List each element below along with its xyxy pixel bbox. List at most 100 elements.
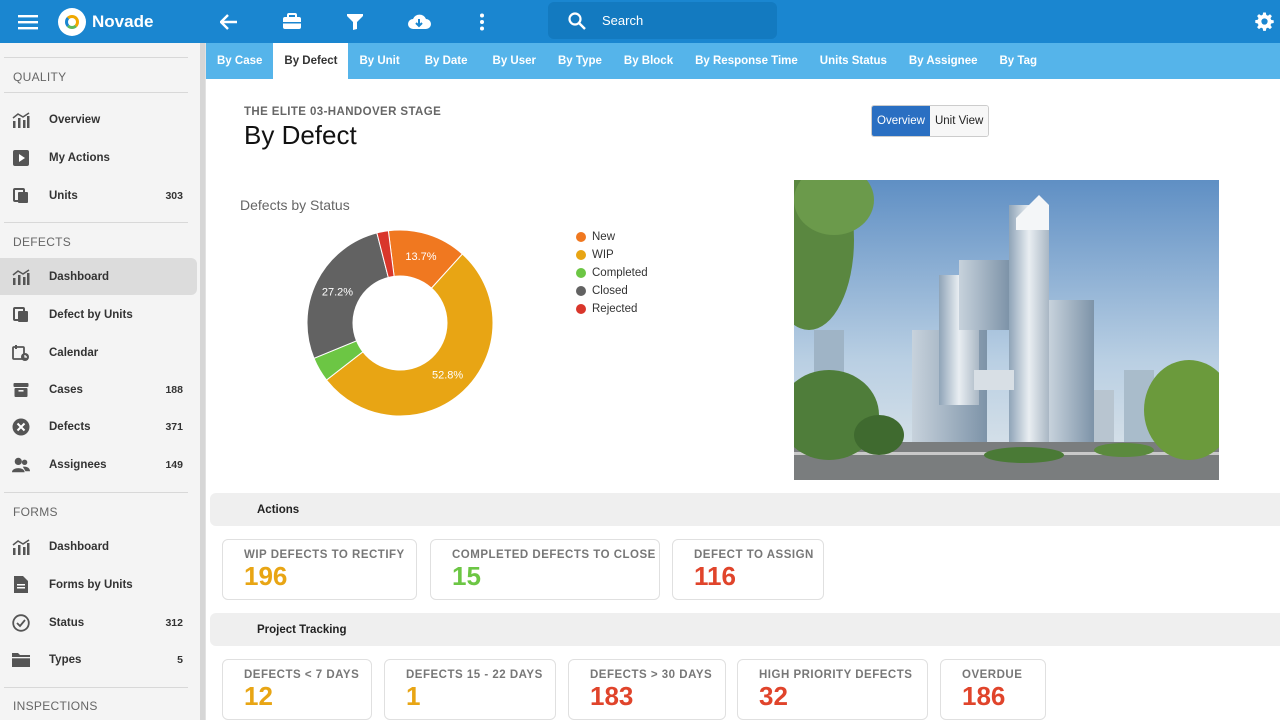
search-input[interactable] <box>602 13 752 28</box>
legend-label: Completed <box>592 267 648 279</box>
sidebar-item-types[interactable]: Types 5 <box>0 641 197 678</box>
menu-icon[interactable] <box>10 0 46 43</box>
tab-by-assignee[interactable]: By Assignee <box>908 55 978 67</box>
search-box[interactable] <box>548 2 777 39</box>
tab-by-date[interactable]: By Date <box>424 55 468 67</box>
sidebar-item-label: Status <box>49 616 85 629</box>
sidebar-item-defects-dashboard[interactable]: Dashboard <box>0 258 197 295</box>
sidebar-item-my-actions[interactable]: My Actions <box>0 139 197 176</box>
sidebar-item-label: Dashboard <box>49 540 110 553</box>
donut-slice-label: 52.8% <box>432 369 463 381</box>
tab-by-block[interactable]: By Block <box>623 55 674 67</box>
donut-slice-rejected[interactable] <box>376 230 395 279</box>
defects-over-30-days-card[interactable]: DEFECTS > 30 DAYS 183 <box>568 659 726 720</box>
divider <box>4 492 188 493</box>
donut-slice-closed[interactable] <box>306 232 389 359</box>
filter-icon[interactable] <box>340 0 370 43</box>
overdue-card[interactable]: OVERDUE 186 <box>940 659 1046 720</box>
sidebar-item-cases[interactable]: Cases 188 <box>0 371 197 408</box>
section-title-quality: QUALITY <box>13 70 67 84</box>
tab-by-unit[interactable]: By Unit <box>359 55 400 67</box>
app-name: Novade <box>92 11 154 31</box>
tab-by-response-time[interactable]: By Response Time <box>695 55 798 67</box>
legend-item-completed[interactable]: Completed <box>576 264 648 282</box>
sidebar-item-label: Types <box>49 653 82 666</box>
novade-logo-icon <box>58 7 86 36</box>
sidebar: QUALITY Overview My Actions Units 303 DE… <box>0 43 206 720</box>
tab-by-defect[interactable]: By Defect <box>273 43 349 79</box>
sidebar-item-defects[interactable]: Defects 371 <box>0 408 197 445</box>
legend-label: New <box>592 231 616 243</box>
sidebar-item-count: 303 <box>165 189 183 202</box>
donut-slice-label: 27.2% <box>322 287 353 299</box>
sidebar-item-units[interactable]: Units 303 <box>0 177 197 214</box>
card-value: 1 <box>406 681 421 711</box>
card-value: 196 <box>244 561 288 591</box>
card-value: 186 <box>962 681 1006 711</box>
tab-by-case[interactable]: By Case <box>217 55 263 67</box>
defects-15-22-days-card[interactable]: DEFECTS 15 - 22 DAYS 1 <box>384 659 556 720</box>
card-label: DEFECT TO ASSIGN <box>694 549 814 561</box>
legend-color-dot <box>576 232 586 242</box>
sidebar-item-calendar[interactable]: Calendar <box>0 334 197 371</box>
tab-units-status[interactable]: Units Status <box>819 55 887 67</box>
project-breadcrumb: THE ELITE 03-HANDOVER STAGE <box>244 106 442 118</box>
sidebar-item-count: 149 <box>165 458 183 471</box>
section-title-inspections: INSPECTIONS <box>13 699 98 713</box>
top-bar: Novade <box>0 0 1280 43</box>
donut-slice-wip[interactable] <box>325 253 494 417</box>
legend-item-wip[interactable]: WIP <box>576 246 648 264</box>
project-tracking-section-header: Project Tracking <box>210 613 1280 646</box>
unit-view-toggle-button[interactable]: Unit View <box>929 106 989 136</box>
sidebar-item-status[interactable]: Status 312 <box>0 604 197 641</box>
briefcase-icon[interactable] <box>277 0 307 43</box>
section-title: Project Tracking <box>257 623 347 636</box>
sidebar-item-forms-dashboard[interactable]: Dashboard <box>0 528 197 565</box>
actions-section-header: Actions <box>210 493 1280 526</box>
close-circle-icon <box>12 418 30 436</box>
copy-icon <box>12 306 30 324</box>
legend-item-new[interactable]: New <box>576 228 648 246</box>
defect-to-assign-card[interactable]: DEFECT TO ASSIGN 116 <box>672 539 824 600</box>
divider <box>4 687 188 688</box>
card-value: 183 <box>590 681 634 711</box>
legend-color-dot <box>576 304 586 314</box>
cloud-download-icon[interactable] <box>404 0 434 43</box>
app-logo[interactable]: Novade <box>58 0 188 43</box>
divider <box>4 222 188 223</box>
sidebar-item-label: Defects <box>49 420 91 433</box>
divider <box>4 92 188 93</box>
view-toggle: Overview Unit View <box>871 105 990 137</box>
sidebar-item-quality-overview[interactable]: Overview <box>0 101 197 138</box>
overview-toggle-button[interactable]: Overview <box>872 106 930 136</box>
high-priority-defects-card[interactable]: HIGH PRIORITY DEFECTS 32 <box>737 659 928 720</box>
card-label: OVERDUE <box>962 669 1023 681</box>
section-title: Actions <box>257 503 300 516</box>
completed-defects-to-close-card[interactable]: COMPLETED DEFECTS TO CLOSE 15 <box>430 539 660 600</box>
sidebar-item-forms-by-units[interactable]: Forms by Units <box>0 566 197 603</box>
legend-item-closed[interactable]: Closed <box>576 282 648 300</box>
sidebar-scrollbar[interactable] <box>200 43 205 720</box>
tab-by-user[interactable]: By User <box>492 55 536 67</box>
search-icon <box>568 11 586 30</box>
tab-bar: By Case By Defect By Unit By Date By Use… <box>206 43 1280 79</box>
card-value: 15 <box>452 561 481 591</box>
defects-under-7-days-card[interactable]: DEFECTS < 7 DAYS 12 <box>222 659 372 720</box>
tab-by-type[interactable]: By Type <box>558 55 602 67</box>
users-icon <box>12 456 30 474</box>
sidebar-item-count: 188 <box>165 383 183 396</box>
sidebar-item-assignees[interactable]: Assignees 149 <box>0 446 197 483</box>
document-icon <box>12 576 30 594</box>
more-vertical-icon[interactable] <box>467 0 497 43</box>
chart-legend: New WIP Completed Closed Rejected <box>576 228 648 318</box>
sidebar-item-label: Cases <box>49 383 83 396</box>
section-title-forms: FORMS <box>13 505 58 519</box>
sidebar-item-defect-by-units[interactable]: Defect by Units <box>0 296 197 333</box>
tab-by-tag[interactable]: By Tag <box>999 55 1038 67</box>
gear-icon[interactable] <box>1250 0 1278 43</box>
back-arrow-icon[interactable] <box>214 0 244 43</box>
legend-label: Closed <box>592 285 628 297</box>
chart-title: Defects by Status <box>240 197 350 213</box>
legend-item-rejected[interactable]: Rejected <box>576 300 648 318</box>
wip-defects-to-rectify-card[interactable]: WIP DEFECTS TO RECTIFY 196 <box>222 539 417 600</box>
